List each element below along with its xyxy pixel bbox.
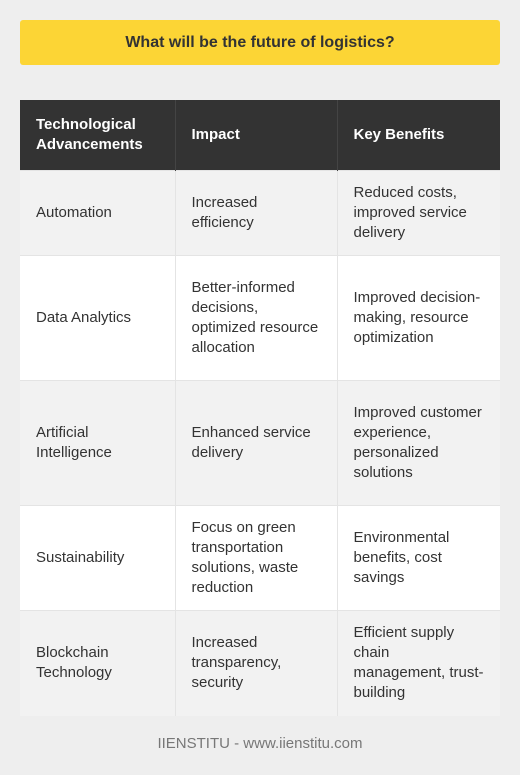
page-title: What will be the future of logistics? <box>125 33 395 51</box>
cell-advancement: Automation <box>20 170 176 256</box>
table-row: Artificial Intelligence Enhanced service… <box>20 380 500 506</box>
cell-impact: Increased efficiency <box>175 170 338 256</box>
column-header-benefits: Key Benefits <box>337 100 500 171</box>
cell-impact: Focus on green transportation solutions,… <box>175 505 338 611</box>
cell-benefits: Efficient supply chain management, trust… <box>337 610 500 716</box>
table-row: Automation Increased efficiency Reduced … <box>20 170 500 256</box>
cell-advancement: Sustainability <box>20 505 176 611</box>
cell-advancement: Data Analytics <box>20 255 176 381</box>
table-row: Data Analytics Better-informed decisions… <box>20 255 500 381</box>
cell-advancement: Blockchain Technology <box>20 610 176 716</box>
cell-benefits: Environmental benefits, cost savings <box>337 505 500 611</box>
cell-impact: Increased transparency, security <box>175 610 338 716</box>
table-row: Blockchain Technology Increased transpar… <box>20 610 500 716</box>
cell-benefits: Improved customer experience, personaliz… <box>337 380 500 506</box>
column-header-impact: Impact <box>175 100 338 171</box>
table-header-row: Technological Advancements Impact Key Be… <box>20 100 500 171</box>
cell-benefits: Improved decision-making, resource optim… <box>337 255 500 381</box>
logistics-table: Technological Advancements Impact Key Be… <box>20 100 500 716</box>
title-banner: What will be the future of logistics? <box>20 20 500 65</box>
cell-benefits: Reduced costs, improved service delivery <box>337 170 500 256</box>
table-row: Sustainability Focus on green transporta… <box>20 505 500 611</box>
cell-advancement: Artificial Intelligence <box>20 380 176 506</box>
footer-credit: IIENSTITU - www.iienstitu.com <box>157 735 363 752</box>
column-header-advancements: Technological Advancements <box>20 100 176 171</box>
cell-impact: Better-informed decisions, optimized res… <box>175 255 338 381</box>
cell-impact: Enhanced service delivery <box>175 380 338 506</box>
